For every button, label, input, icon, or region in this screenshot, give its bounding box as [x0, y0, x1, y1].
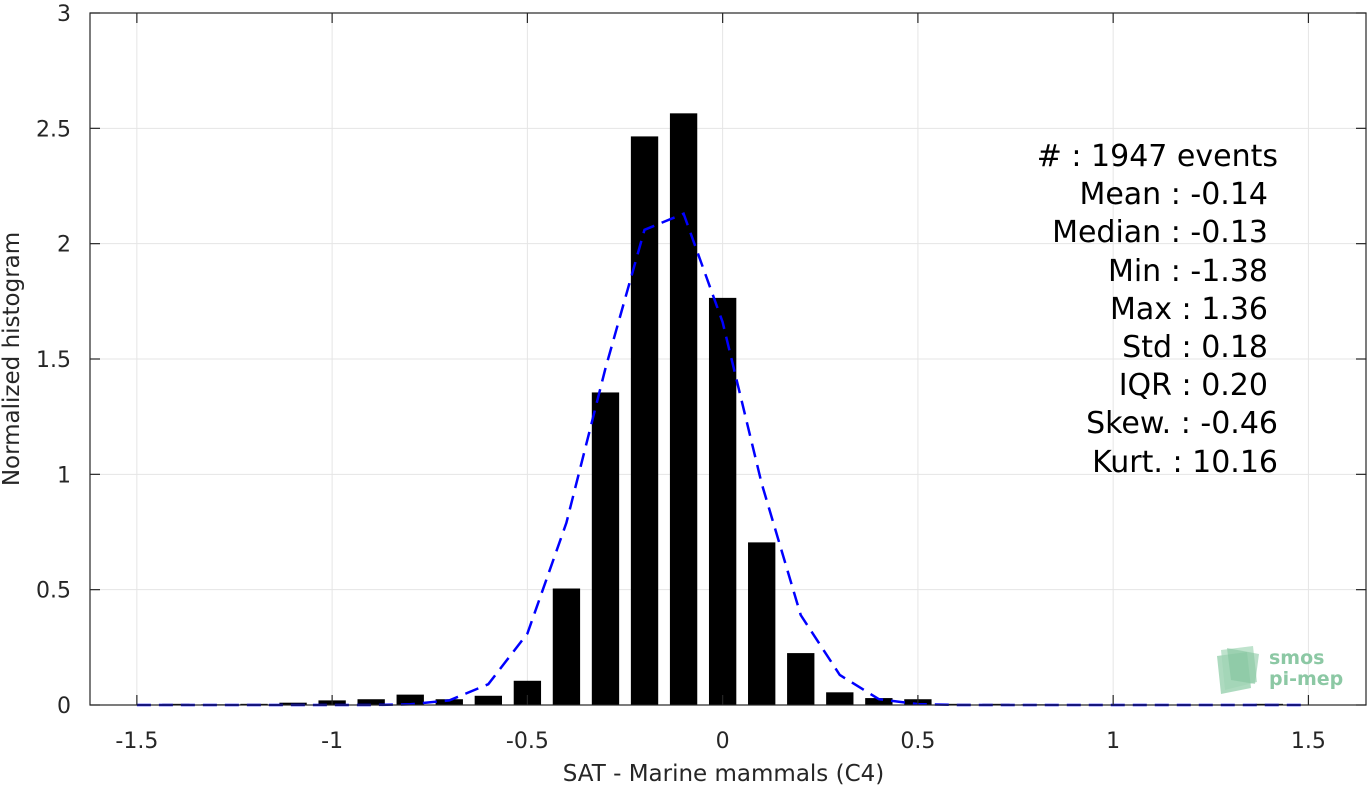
bar-7 [435, 699, 463, 705]
bar-15 [748, 542, 776, 705]
bar-17 [826, 692, 854, 705]
bars [162, 113, 1284, 706]
stats-box: # : 1947 events Mean : -0.14 Median : -0… [980, 138, 1280, 482]
stat-events: # : 1947 events [1036, 139, 1278, 174]
bar-10 [552, 588, 581, 705]
stat-max: Max : 1.36 [1110, 291, 1268, 327]
y-axis-ticks: 0 0.5 1 1.5 2 2.5 3 [36, 2, 1366, 719]
x-tick-label-0: -1.5 [115, 729, 158, 754]
y-tick-label-3: 1.5 [36, 348, 71, 373]
y-tick-label-6: 3 [57, 2, 71, 27]
stat-median: Median : -0.13 [1052, 215, 1268, 251]
bar-16 [787, 653, 815, 705]
stat-min: Min : -1.38 [1107, 253, 1268, 289]
bar-11 [591, 392, 620, 705]
stat-iqr: IQR : 0.20 [1118, 368, 1268, 404]
bar-13 [669, 113, 698, 706]
x-tick-label-6: 1.5 [1291, 729, 1326, 754]
bar-8 [474, 695, 502, 705]
logo-text-pimep: pi-mep [1269, 668, 1344, 690]
smos-pimep-logo: smos pi-mep [1213, 644, 1353, 696]
y-tick-label-2: 1 [57, 463, 71, 488]
x-tick-label-2: -0.5 [506, 729, 549, 754]
y-tick-label-0: 0 [57, 694, 71, 719]
bar-18 [865, 698, 893, 705]
logo-icon [1217, 646, 1259, 694]
stat-std: Std : 0.18 [1122, 330, 1268, 366]
y-tick-label-1: 0.5 [36, 579, 71, 604]
bar-14 [708, 297, 737, 705]
bar-12 [630, 136, 659, 705]
x-axis-ticks: -1.5 -1 -0.5 0 0.5 1 1.5 [115, 13, 1326, 754]
x-tick-label-1: -1 [321, 729, 343, 754]
stat-skew: Skew. : -0.46 [1086, 406, 1278, 442]
stat-kurt: Kurt. : 10.16 [1092, 444, 1278, 480]
x-tick-label-5: 1 [1106, 729, 1120, 754]
x-tick-label-4: 0.5 [900, 729, 935, 754]
x-axis-label: SAT - Marine mammals (C4) [563, 761, 885, 785]
bar-5 [357, 699, 385, 705]
bar-6 [396, 694, 424, 705]
stat-mean: Mean : -0.14 [1079, 177, 1268, 213]
logo-text-smos: smos [1269, 647, 1325, 669]
y-axis-label: Normalized histogram [0, 232, 25, 486]
y-tick-label-4: 2 [57, 233, 71, 258]
x-tick-label-3: 0 [716, 729, 730, 754]
y-tick-label-5: 2.5 [36, 117, 71, 142]
